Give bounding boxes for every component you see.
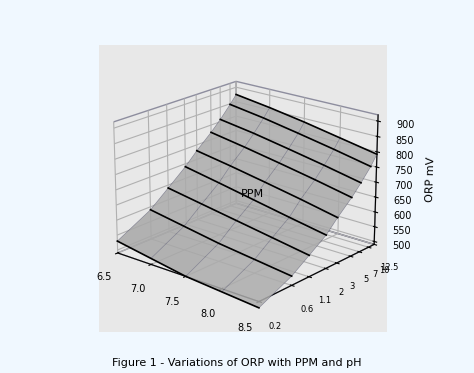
Text: Figure 1 - Variations of ORP with PPM and pH: Figure 1 - Variations of ORP with PPM an… xyxy=(112,358,362,367)
